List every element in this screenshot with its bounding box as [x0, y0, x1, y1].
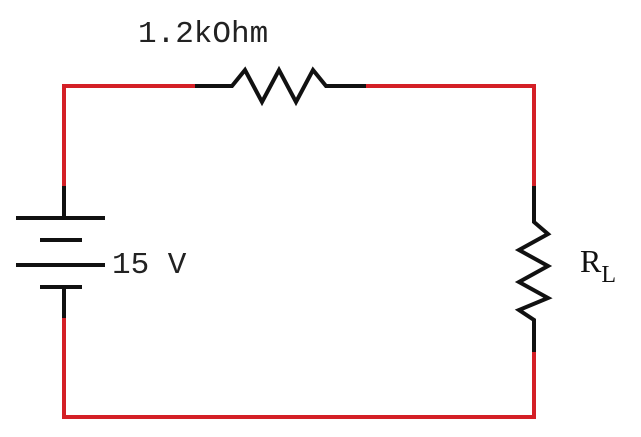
voltage-source-label: 15 V [112, 248, 187, 283]
wire-top-right [366, 84, 536, 186]
load-resistor [514, 186, 553, 352]
load-resistor-label-subscript: L [601, 262, 616, 288]
wire-top-left [62, 84, 195, 186]
voltage-source [16, 186, 105, 318]
load-resistor-label: RL [580, 243, 616, 288]
wire-bottom [62, 318, 536, 419]
series-resistor-zigzag [195, 65, 366, 107]
wires [62, 84, 536, 419]
load-resistor-zigzag [514, 186, 553, 352]
series-resistor-label: 1.2kOhm [138, 17, 268, 52]
series-resistor [195, 65, 366, 107]
load-resistor-label-main: R [580, 243, 602, 279]
